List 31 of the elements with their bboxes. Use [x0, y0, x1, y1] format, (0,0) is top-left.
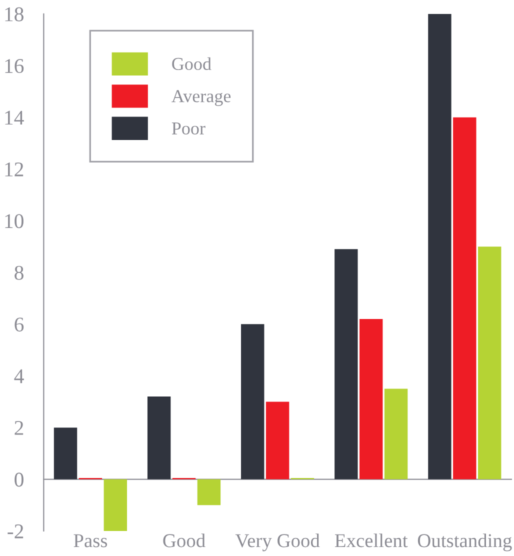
- bar: [453, 117, 476, 480]
- y-tick-label: -2: [8, 524, 24, 538]
- bar: [241, 324, 264, 480]
- legend-label: Good: [172, 57, 212, 70]
- x-tick-label: Outstanding: [418, 534, 512, 552]
- bar: [384, 388, 408, 480]
- legend-label: Average: [172, 90, 231, 106]
- bar: [266, 402, 290, 480]
- bar: [428, 14, 452, 480]
- bar: [360, 318, 383, 480]
- y-tick-label: 14: [5, 110, 24, 125]
- x-tick-label: Excellent: [334, 534, 408, 548]
- legend-label: Poor: [172, 122, 206, 134]
- y-tick-label: 10: [5, 214, 24, 228]
- x-tick-label: Good: [163, 534, 206, 548]
- y-tick-label: 0: [14, 472, 24, 487]
- y-tick-label: 4: [14, 369, 24, 384]
- y-tick-label: 16: [5, 59, 24, 74]
- x-tick-label: Pass: [74, 534, 108, 548]
- bar: [147, 396, 171, 480]
- bar: [478, 246, 502, 480]
- y-tick-label: 18: [5, 7, 24, 22]
- bar: [197, 479, 221, 506]
- bar: [334, 249, 358, 480]
- y-tick-label: 12: [5, 162, 24, 176]
- y-tick-label: 2: [14, 420, 24, 435]
- x-tick-label: Very Good: [235, 534, 320, 552]
- bar: [104, 479, 128, 531]
- y-tick-label: 8: [14, 266, 24, 280]
- y-tick-label: 6: [14, 318, 24, 332]
- bar: [54, 428, 78, 480]
